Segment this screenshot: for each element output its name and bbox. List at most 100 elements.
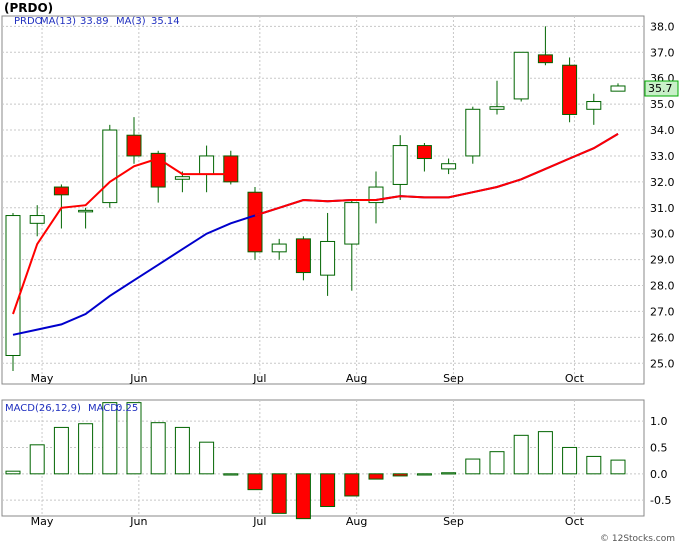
- macd-y-tick-label: 0.0: [650, 468, 668, 481]
- macd-bar: [150, 422, 166, 475]
- price-x-tick-label: Jul: [252, 372, 266, 385]
- macd-bar: [53, 426, 69, 475]
- candle-body: [392, 145, 408, 185]
- price-x-tick-label: Sep: [443, 372, 464, 385]
- price-y-tick-label: 32.0: [650, 176, 675, 189]
- macd-y-axis-labels: -0.5 0.0 0.5 1.0: [650, 415, 671, 507]
- macd-bar: [102, 402, 118, 475]
- candle-body: [513, 51, 529, 100]
- candle-body: [78, 209, 94, 213]
- price-x-tick-label: Aug: [346, 372, 367, 385]
- candle-body: [247, 191, 263, 253]
- macd-bar: [562, 446, 578, 475]
- macd-x-tick-label: Jun: [129, 515, 147, 528]
- price-legend: PRDO MA(13) 33.89 MA(3) 35.14: [14, 16, 180, 27]
- macd-bar: [344, 473, 360, 497]
- macd-panel-frame: [1, 399, 645, 517]
- candlestick-series: [5, 26, 626, 372]
- macd-x-tick-label: May: [31, 515, 54, 528]
- legend-symbol: PRDO: [14, 16, 43, 27]
- macd-bar: [247, 473, 263, 491]
- macd-x-tick-label: Sep: [443, 515, 464, 528]
- legend-ma3-label: MA(3): [116, 16, 146, 27]
- candle-body: [441, 163, 457, 170]
- macd-legend-value-label: MACD:: [88, 403, 121, 414]
- legend-ma3-value: 35.14: [151, 16, 180, 27]
- macd-x-tick-label: Oct: [565, 515, 585, 528]
- macd-x-axis-labels: May Jun Jul Aug Sep Oct: [31, 515, 585, 528]
- macd-bar: [465, 458, 481, 475]
- candle-body: [102, 129, 118, 204]
- price-y-axis-labels: 25.0 26.0 27.0 28.0 29.0 30.0 31.0 32.0 33.0 34.0…: [650, 20, 675, 370]
- candle-body: [53, 186, 69, 196]
- candle-body: [29, 215, 45, 224]
- macd-bar: [586, 455, 602, 475]
- price-x-tick-label: Jun: [129, 372, 147, 385]
- price-y-tick-label: 28.0: [650, 280, 675, 293]
- candle-body: [126, 134, 142, 157]
- macd-legend-value: 0.25: [116, 403, 138, 414]
- macd-bar: [174, 426, 190, 475]
- candle-body: [562, 64, 578, 115]
- price-y-tick-label: 26.0: [650, 331, 675, 344]
- candle-body: [489, 106, 505, 110]
- candle-body: [344, 202, 360, 245]
- candle-body: [465, 108, 481, 157]
- macd-bar: [610, 459, 626, 475]
- price-y-tick-label: 35.0: [650, 98, 675, 111]
- macd-bar: [199, 441, 215, 475]
- price-y-tick-label: 29.0: [650, 254, 675, 267]
- candle-body: [5, 215, 21, 356]
- candle-body: [223, 155, 239, 183]
- macd-y-tick-label: 1.0: [650, 415, 668, 428]
- price-y-tick-label: 30.0: [650, 228, 675, 241]
- price-y-tick-label: 34.0: [650, 124, 675, 137]
- macd-bar: [416, 473, 432, 476]
- candle-body: [610, 85, 626, 92]
- price-y-tick-label: 38.0: [650, 20, 675, 33]
- price-y-tick-label: 27.0: [650, 305, 675, 318]
- macd-bar: [295, 473, 311, 520]
- price-y-tick-label: 31.0: [650, 202, 675, 215]
- macd-legend: MACD(26,12,9) MACD: 0.25: [5, 403, 138, 414]
- macd-legend-label: MACD(26,12,9): [5, 403, 81, 414]
- macd-x-tick-label: Aug: [346, 515, 367, 528]
- macd-bar: [271, 473, 287, 514]
- macd-bar-series: [5, 402, 626, 520]
- candle-body: [537, 54, 553, 64]
- price-y-tick-label: 33.0: [650, 150, 675, 163]
- last-price-badge-box: [644, 80, 679, 97]
- macd-y-tick-label: 0.5: [650, 441, 668, 454]
- last-price-badge-text: 35.7: [648, 82, 673, 95]
- macd-panel: May Jun Jul Aug Sep Oct -0.5 0.0 0.5 1.0 MACD(26…: [1, 399, 671, 528]
- candle-body: [174, 176, 190, 180]
- legend-ma13-label: MA(13): [40, 16, 76, 27]
- macd-bar: [368, 473, 384, 480]
- chart-title: (PRDO): [4, 1, 53, 15]
- candle-body: [295, 238, 311, 274]
- price-panel: May Jun Jul Aug Sep Oct 25.0 26.0 27.0 28.0 29.0 3…: [1, 15, 679, 385]
- candle-body: [199, 155, 215, 175]
- macd-bar: [223, 473, 239, 476]
- last-price-badge: 35.7: [644, 80, 679, 97]
- macd-bar: [78, 423, 94, 475]
- price-x-tick-label: Oct: [565, 372, 585, 385]
- legend-ma13-value: 33.89: [80, 16, 109, 27]
- price-y-tick-label: 37.0: [650, 46, 675, 59]
- macd-bar: [537, 431, 553, 475]
- price-x-tick-label: May: [31, 372, 54, 385]
- price-gridlines: [2, 16, 644, 384]
- candle-body: [320, 240, 336, 276]
- macd-x-tick-label: Jul: [252, 515, 266, 528]
- candle-body: [416, 145, 432, 160]
- macd-bar: [392, 473, 408, 477]
- macd-y-tick-label: -0.5: [650, 494, 671, 507]
- watermark: © 12Stocks.com: [600, 534, 675, 544]
- price-x-axis-labels: May Jun Jul Aug Sep Oct: [31, 372, 585, 385]
- ma3-line-segment: [254, 133, 619, 217]
- price-y-tick-label: 25.0: [650, 357, 675, 370]
- macd-bar: [5, 470, 21, 475]
- macd-bar: [29, 444, 45, 475]
